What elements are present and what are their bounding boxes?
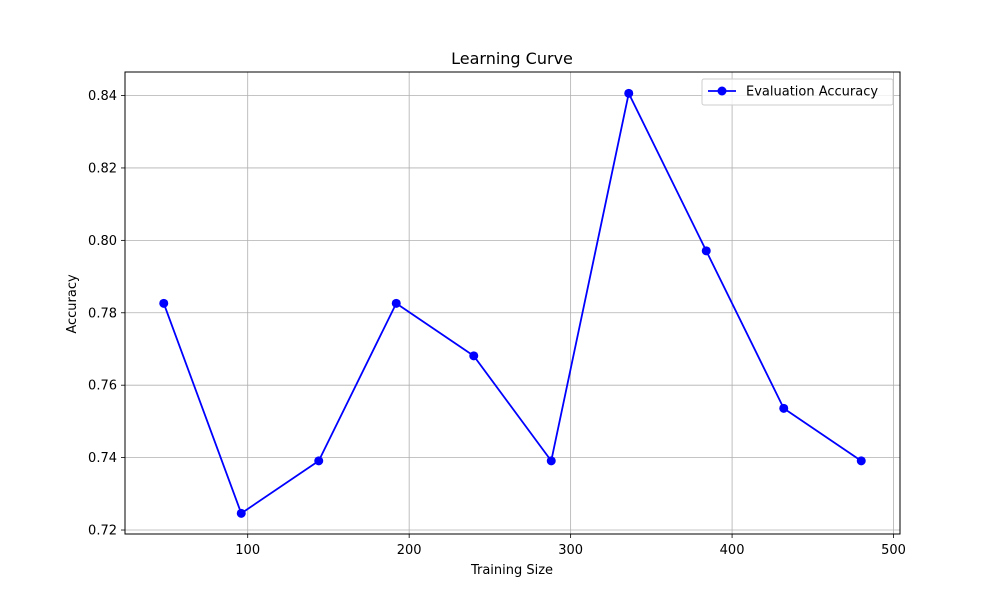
data-point [159,298,169,308]
x-tick-label: 300 [558,543,583,558]
x-tick-label: 400 [720,543,745,558]
y-tick-label: 0.72 [88,524,117,539]
grid [125,72,900,534]
data-point [469,351,479,361]
x-tick-label: 100 [235,543,260,558]
y-tick-label: 0.78 [88,306,117,321]
data-point [701,246,711,256]
x-tick-label: 200 [397,543,422,558]
y-axis-title: Accuracy [65,274,80,334]
legend-marker-sample [717,86,727,96]
y-tick-label: 0.84 [88,89,117,104]
legend-box [701,78,894,106]
data-point [391,298,401,308]
series-line [162,92,862,515]
data-point [779,403,789,413]
y-tick-label: 0.80 [88,234,117,249]
data-point [236,508,246,518]
legend-label: Evaluation Accuracy [746,85,878,100]
legend: Evaluation Accuracy [701,78,894,106]
y-tick-label: 0.82 [88,161,117,176]
data-point [624,88,634,98]
data-point [546,456,556,466]
y-tick-label: 0.76 [88,379,117,394]
x-axis-title: Training Size [470,563,553,578]
data-point [856,456,866,466]
ticks: 100 200 300 400 500 0.72 0.74 0.76 0.78 0.80 0.82 0… [88,89,906,558]
data-point [314,456,324,466]
plot-frame [124,71,901,535]
x-tick-label: 500 [881,543,906,558]
chart-title: Learning Curve [451,49,573,68]
y-tick-label: 0.74 [88,451,117,466]
series-layer [159,88,866,518]
